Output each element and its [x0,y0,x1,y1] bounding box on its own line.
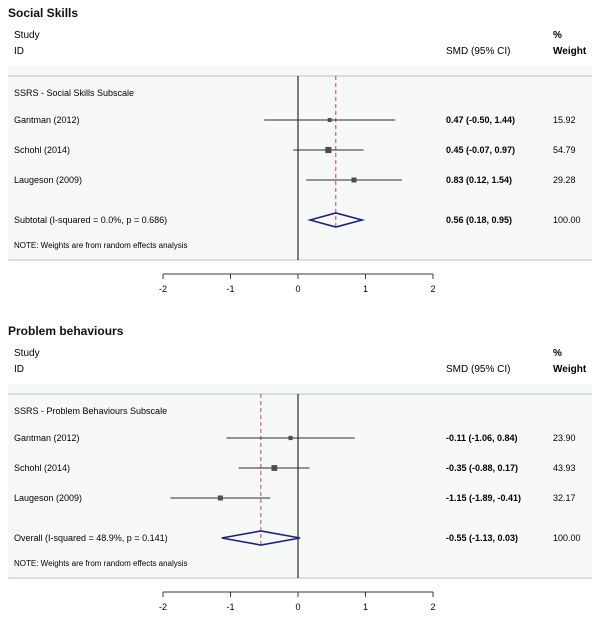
svg-text:NOTE: Weights are from random: NOTE: Weights are from random effects an… [14,241,188,250]
svg-text:SMD (95% CI): SMD (95% CI) [446,364,510,375]
svg-text:-0.11 (-1.06, 0.84): -0.11 (-1.06, 0.84) [446,433,518,443]
svg-text:Weight: Weight [553,46,587,57]
svg-text:NOTE: Weights are from random: NOTE: Weights are from random effects an… [14,559,188,568]
svg-text:Study: Study [14,30,40,41]
svg-text:15.92: 15.92 [553,115,576,125]
svg-text:0.83 (0.12, 1.54): 0.83 (0.12, 1.54) [446,175,512,185]
svg-text:23.90: 23.90 [553,433,576,443]
svg-text:2: 2 [430,284,435,294]
svg-text:ID: ID [14,364,24,375]
svg-text:1: 1 [363,602,368,612]
panel-title-bottom: Problem behaviours [8,324,592,338]
svg-text:0.47 (-0.50, 1.44): 0.47 (-0.50, 1.44) [446,115,515,125]
svg-text:Weight: Weight [553,364,587,375]
study-label: Gantman (2012) [14,115,80,125]
svg-text:-2: -2 [159,284,167,294]
svg-text:-2: -2 [159,602,167,612]
svg-text:32.17: 32.17 [553,493,576,503]
svg-text:Overall (I-squared = 48.9%, p: Overall (I-squared = 48.9%, p = 0.141) [14,533,168,543]
svg-text:%: % [553,348,562,359]
svg-text:-0.35 (-0.88, 0.17): -0.35 (-0.88, 0.17) [446,463,518,473]
svg-text:SSRS - Problem Behaviours Subs: SSRS - Problem Behaviours Subscale [14,406,167,416]
svg-text:-1: -1 [226,602,234,612]
svg-text:0: 0 [295,602,300,612]
svg-text:43.93: 43.93 [553,463,576,473]
study-label: Gantman (2012) [14,433,80,443]
svg-text:29.28: 29.28 [553,175,576,185]
svg-text:0.56 (0.18, 0.95): 0.56 (0.18, 0.95) [446,215,512,225]
svg-text:Study: Study [14,348,40,359]
svg-text:100.00: 100.00 [553,533,581,543]
study-label: Laugeson (2009) [14,493,82,503]
svg-text:SSRS - Social Skills Subscale: SSRS - Social Skills Subscale [14,88,134,98]
svg-text:1: 1 [363,284,368,294]
svg-text:-0.55 (-1.13, 0.03): -0.55 (-1.13, 0.03) [446,533,518,543]
study-label: Schohl (2014) [14,463,70,473]
svg-text:-1: -1 [226,284,234,294]
svg-text:100.00: 100.00 [553,215,581,225]
svg-text:%: % [553,30,562,41]
study-label: Schohl (2014) [14,145,70,155]
forest-plot-social-skills: Study ID SMD (95% CI)% Weight SSRS - Social … [8,24,592,322]
svg-text:2: 2 [430,602,435,612]
svg-text:ID: ID [14,46,24,57]
forest-plot-problem-behaviours: Study ID SMD (95% CI)% Weight SSRS - Problem… [8,342,592,640]
svg-text:SMD (95% CI): SMD (95% CI) [446,46,510,57]
svg-text:-1.15 (-1.89, -0.41): -1.15 (-1.89, -0.41) [446,493,521,503]
svg-text:Subtotal (I-squared = 0.0%, p: Subtotal (I-squared = 0.0%, p = 0.686) [14,215,167,225]
forest-svg-top: Study ID SMD (95% CI)% Weight SSRS - Social … [8,24,592,322]
svg-text:0.45 (-0.07, 0.97): 0.45 (-0.07, 0.97) [446,145,515,155]
svg-text:54.79: 54.79 [553,145,576,155]
study-label: Laugeson (2009) [14,175,82,185]
forest-svg-bottom: Study ID SMD (95% CI)% Weight SSRS - Problem… [8,342,592,640]
panel-title-top: Social Skills [8,6,592,20]
svg-text:0: 0 [295,284,300,294]
